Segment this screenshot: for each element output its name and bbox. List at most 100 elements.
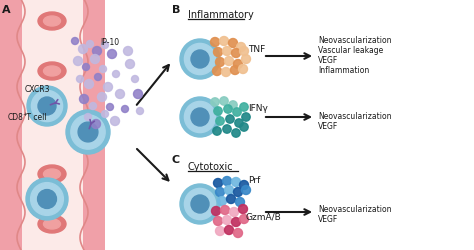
Circle shape — [90, 103, 97, 110]
Circle shape — [101, 111, 109, 118]
Text: VEGF: VEGF — [318, 122, 338, 130]
FancyBboxPatch shape — [0, 0, 22, 250]
Circle shape — [72, 38, 79, 45]
Circle shape — [180, 184, 220, 224]
Circle shape — [223, 125, 231, 134]
Circle shape — [211, 98, 219, 107]
Text: T cell: T cell — [24, 112, 46, 122]
Text: Neovascularization: Neovascularization — [318, 36, 392, 45]
Circle shape — [213, 127, 221, 136]
Circle shape — [191, 195, 209, 213]
Circle shape — [219, 37, 228, 46]
Text: IFNγ: IFNγ — [248, 104, 268, 112]
Circle shape — [98, 93, 107, 102]
Circle shape — [231, 218, 240, 226]
Circle shape — [241, 186, 250, 195]
Circle shape — [229, 102, 237, 110]
Text: Neovascularization: Neovascularization — [318, 204, 392, 213]
Text: C: C — [172, 154, 180, 164]
Circle shape — [110, 117, 119, 126]
Circle shape — [26, 178, 68, 220]
Circle shape — [242, 113, 250, 122]
Circle shape — [231, 49, 240, 58]
Circle shape — [91, 55, 100, 64]
Circle shape — [216, 188, 225, 197]
Circle shape — [234, 228, 243, 237]
Circle shape — [229, 208, 238, 217]
Circle shape — [94, 74, 101, 81]
Text: A: A — [2, 5, 10, 15]
Text: Neovascularization: Neovascularization — [318, 112, 392, 120]
Circle shape — [84, 114, 91, 121]
Circle shape — [238, 65, 247, 74]
Circle shape — [108, 50, 117, 59]
Text: B: B — [172, 5, 181, 15]
Circle shape — [230, 66, 239, 75]
Circle shape — [216, 58, 225, 67]
Circle shape — [212, 67, 221, 76]
Circle shape — [91, 120, 100, 129]
Circle shape — [134, 90, 143, 99]
Circle shape — [180, 98, 220, 138]
Circle shape — [222, 216, 231, 224]
Text: GzmA/B: GzmA/B — [246, 212, 282, 221]
Text: Inflammation: Inflammation — [318, 66, 369, 75]
Circle shape — [184, 102, 216, 133]
Circle shape — [237, 43, 246, 52]
Ellipse shape — [44, 219, 61, 229]
Circle shape — [38, 98, 56, 116]
Circle shape — [238, 205, 247, 214]
FancyBboxPatch shape — [0, 0, 105, 250]
Circle shape — [84, 80, 93, 89]
Ellipse shape — [38, 63, 66, 81]
Circle shape — [82, 64, 90, 71]
Text: VEGF: VEGF — [318, 214, 338, 223]
Circle shape — [239, 47, 248, 56]
Circle shape — [213, 179, 222, 188]
Circle shape — [216, 117, 224, 126]
Text: VEGF: VEGF — [318, 56, 338, 65]
Text: CXCR3: CXCR3 — [25, 85, 51, 94]
Circle shape — [31, 183, 64, 216]
Circle shape — [184, 44, 216, 75]
Circle shape — [80, 95, 89, 104]
Text: CD8: CD8 — [8, 112, 24, 122]
Text: Cytotoxic: Cytotoxic — [188, 161, 234, 171]
Circle shape — [121, 106, 128, 113]
Circle shape — [240, 104, 248, 112]
Circle shape — [231, 178, 240, 187]
Circle shape — [225, 226, 234, 234]
Circle shape — [222, 47, 231, 56]
Circle shape — [225, 57, 234, 66]
Circle shape — [241, 55, 250, 64]
Circle shape — [220, 206, 229, 215]
Text: TNF: TNF — [248, 45, 265, 54]
Circle shape — [66, 110, 110, 154]
Ellipse shape — [38, 13, 66, 31]
Circle shape — [227, 195, 236, 204]
Circle shape — [234, 60, 243, 69]
Text: Inflammatory: Inflammatory — [188, 10, 254, 20]
Ellipse shape — [38, 215, 66, 233]
Circle shape — [191, 51, 209, 69]
Circle shape — [218, 197, 227, 206]
Circle shape — [116, 90, 125, 99]
Circle shape — [220, 98, 228, 106]
Circle shape — [216, 226, 225, 235]
Circle shape — [31, 91, 63, 122]
Ellipse shape — [38, 165, 66, 183]
Circle shape — [107, 104, 113, 111]
Circle shape — [71, 116, 105, 150]
FancyBboxPatch shape — [83, 0, 105, 250]
Circle shape — [131, 76, 138, 83]
Circle shape — [126, 60, 135, 69]
Circle shape — [233, 108, 241, 117]
Circle shape — [101, 42, 109, 49]
Circle shape — [234, 188, 243, 197]
Text: Prf: Prf — [248, 175, 260, 184]
Circle shape — [226, 115, 234, 124]
Circle shape — [37, 190, 56, 208]
Circle shape — [184, 189, 216, 220]
Circle shape — [210, 38, 219, 47]
Circle shape — [222, 177, 231, 186]
